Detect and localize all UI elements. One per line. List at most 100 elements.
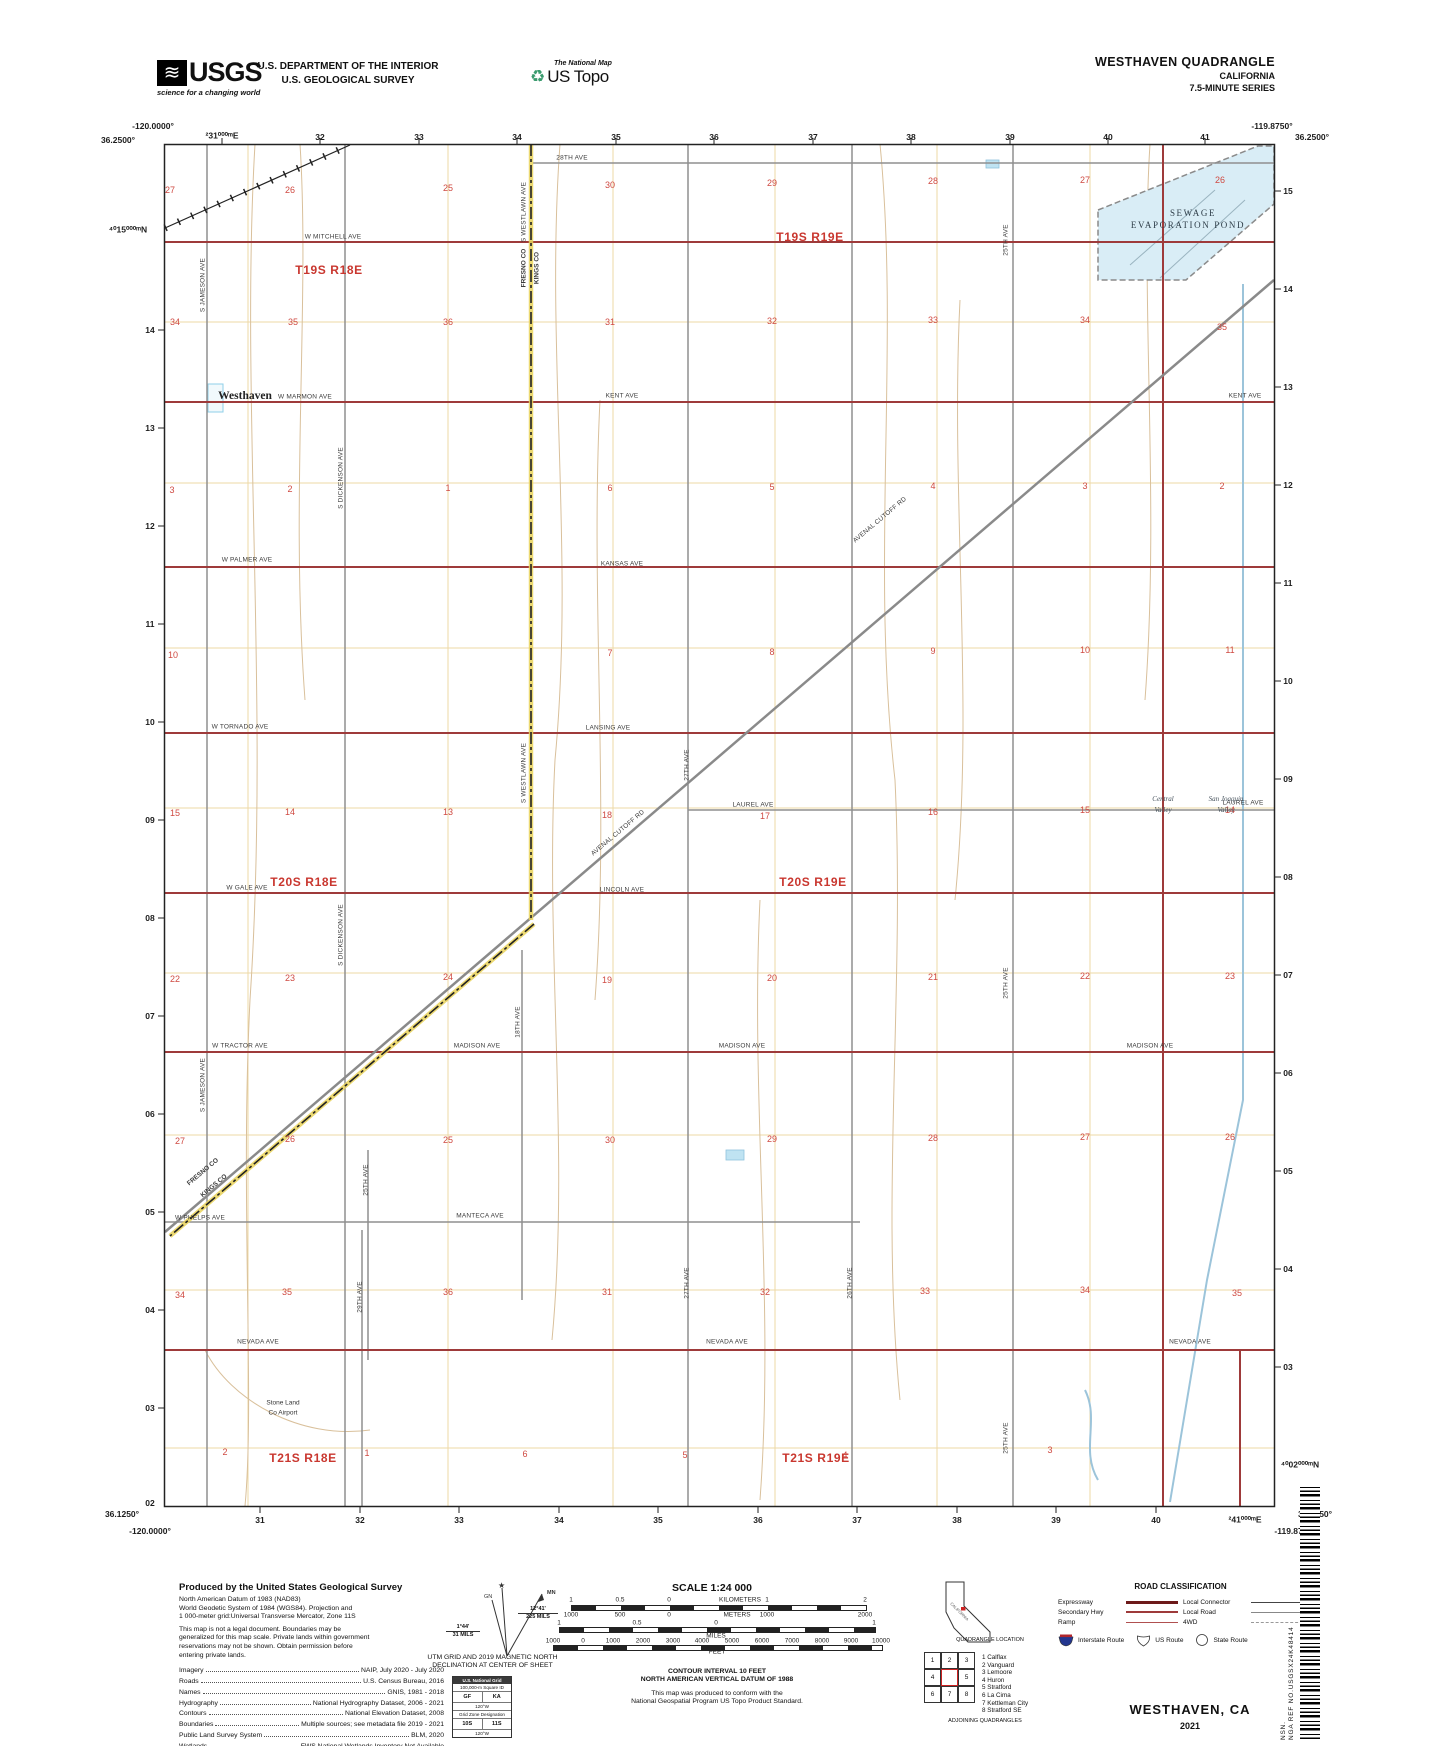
- roads-label: W TORNADO AVE: [211, 723, 269, 731]
- grid-ticks: [158, 138, 1281, 1513]
- sections-label: 31: [601, 1287, 613, 1297]
- diag-label: AVENAL CUTOFF RD: [589, 808, 647, 858]
- roads-label: NEVADA AVE: [1169, 1338, 1211, 1346]
- sections-label: 7: [607, 648, 613, 658]
- sections-label: 33: [919, 1286, 931, 1296]
- left-edge-label: 12: [145, 521, 155, 531]
- townships-label: T21S R19E: [782, 1451, 850, 1465]
- national-map-brand: The National Map: [554, 60, 612, 67]
- usng-meridian-2: 120°W: [475, 1731, 489, 1736]
- canal-branch: [1084, 1389, 1099, 1481]
- miles-scale-bar: [559, 1627, 876, 1633]
- sections-label: 33: [927, 315, 939, 325]
- adjoining-quad-name: 1 Calflax: [982, 1654, 1007, 1661]
- roads-label: W GALE AVE: [226, 884, 268, 892]
- sections-label: 26: [1214, 175, 1226, 185]
- ustopo-logo: The National Map ♻ US Topo: [530, 60, 650, 87]
- right-edge-label: 12: [1283, 480, 1293, 490]
- scale-numbers-label: METERS: [723, 1611, 751, 1619]
- sections-label: 27: [1079, 1132, 1091, 1142]
- roads-label: LAUREL AVE: [732, 801, 774, 809]
- adjoining-quadrangles-list: 1 Calflax 2 Vanguard 3 Lemoore 4 Huron 5 Str…: [982, 1654, 1028, 1715]
- ramp-label: Ramp: [1058, 1618, 1076, 1626]
- contour-interval-note: CONTOUR INTERVAL 10 FEET NORTH AMERICAN …: [632, 1668, 802, 1684]
- right-edge-label: 09: [1283, 774, 1293, 784]
- scale-numbers-label: 2: [863, 1596, 867, 1604]
- sections-label: 35: [287, 317, 299, 327]
- datum-line: 1 000-meter grid:Universal Transverse Me…: [179, 1613, 356, 1621]
- scale-numbers-label: 2000: [857, 1611, 873, 1619]
- sections-label: 5: [769, 482, 775, 492]
- railroad-line: [163, 141, 352, 232]
- sections-label: 8: [769, 647, 775, 657]
- usng-square-id-label: 100,000-m Square ID: [453, 1684, 511, 1692]
- scale-numbers-label: 1000: [605, 1637, 621, 1645]
- feet-scale-bar: [553, 1645, 883, 1651]
- right-edge-label: 11: [1283, 578, 1293, 588]
- usng-zone-label: Grid Zone Designation: [453, 1711, 511, 1719]
- sections-label: 34: [1079, 1285, 1091, 1295]
- sections-label: 34: [174, 1290, 186, 1300]
- grid-north-declination: 1°44' 31 MILS: [446, 1624, 480, 1638]
- roads-v-label: 27TH AVE: [683, 1267, 691, 1299]
- adjoining-quad-cell: 4: [924, 1669, 941, 1686]
- top-edge-label: 39: [1005, 132, 1015, 142]
- roads-v-label: 26TH AVE: [846, 1267, 854, 1299]
- sections-label: 23: [1224, 971, 1236, 981]
- expressway-label: Expressway: [1058, 1598, 1094, 1606]
- local-connector-line-sample: [1251, 1601, 1303, 1603]
- left-edge-label: 06: [145, 1109, 155, 1119]
- roads-label: LAUREL AVE: [1222, 799, 1264, 807]
- places-label: Co Airport: [268, 1409, 298, 1417]
- sections-label: 9: [930, 646, 936, 656]
- scale-numbers-label: 1000: [563, 1611, 579, 1619]
- gn-value: 1°44': [456, 1624, 470, 1630]
- interstate-shield-icon: [1058, 1634, 1074, 1647]
- adjoining-quad-cell: 3: [958, 1652, 975, 1669]
- sections-label: 35: [1216, 322, 1228, 332]
- adjoining-quad-name: 7 Kettleman City: [982, 1699, 1029, 1707]
- scale-numbers-label: 1: [765, 1596, 769, 1604]
- sections-label: 25: [442, 1135, 454, 1145]
- roads-v-label: 25TH AVE: [1002, 967, 1010, 999]
- sections-label: 24: [442, 972, 454, 982]
- california-outline-icon: CALIFORNIA: [945, 1581, 991, 1643]
- roads-v-label: 25TH AVE: [362, 1164, 370, 1196]
- local-roads-vertical: [206, 144, 1014, 1506]
- mn-value: 12°41': [530, 1606, 546, 1612]
- scale-numbers-label: 5000: [724, 1637, 740, 1645]
- roads-label: 28TH AVE: [556, 154, 588, 162]
- sections-label: 15: [169, 808, 181, 818]
- sections-label: 13: [442, 807, 454, 817]
- sections-label: 25: [442, 183, 454, 193]
- scale-numbers-label: 9000: [843, 1637, 859, 1645]
- sections-label: 27: [164, 185, 176, 195]
- datum-line: North American Datum of 1983 (NAD83): [179, 1596, 301, 1603]
- top-edge-label: -120.0000°: [132, 121, 174, 131]
- roads-label: KENT AVE: [605, 392, 639, 400]
- left-edge-label: 05: [145, 1207, 155, 1217]
- california-state-label: CALIFORNIA: [949, 1601, 970, 1622]
- roads-label: KENT AVE: [1228, 392, 1262, 400]
- right-edge-label: 14: [1283, 284, 1293, 294]
- usng-zone-2: 11S: [492, 1721, 502, 1727]
- places-label: Valley: [1154, 806, 1172, 814]
- bottom-edge-label: 40: [1151, 1515, 1161, 1525]
- canal-line: [1169, 284, 1244, 1503]
- roads-label: W PALMER AVE: [221, 556, 273, 564]
- small-pond: [725, 1149, 745, 1161]
- expressway-line-sample: [1126, 1600, 1178, 1604]
- department-line-1: U.S. DEPARTMENT OF THE INTERIOR: [257, 61, 439, 72]
- scale-numbers-label: 1000: [759, 1611, 775, 1619]
- utm-note-line: DECLINATION AT CENTER OF SHEET: [432, 1662, 553, 1669]
- usng-square-1: GF: [453, 1692, 483, 1702]
- usng-title: U.S. National Grid: [453, 1677, 511, 1684]
- sections-label: 14: [284, 807, 296, 817]
- scale-title: SCALE 1:24 000: [672, 1582, 752, 1594]
- sections-label: 6: [522, 1449, 528, 1459]
- sections-label: 10: [167, 650, 179, 660]
- barcode: [1300, 1487, 1320, 1739]
- adjoining-quad-cell: 5: [958, 1669, 975, 1686]
- sections-label: 35: [281, 1287, 293, 1297]
- scale-numbers-label: 0: [667, 1596, 671, 1604]
